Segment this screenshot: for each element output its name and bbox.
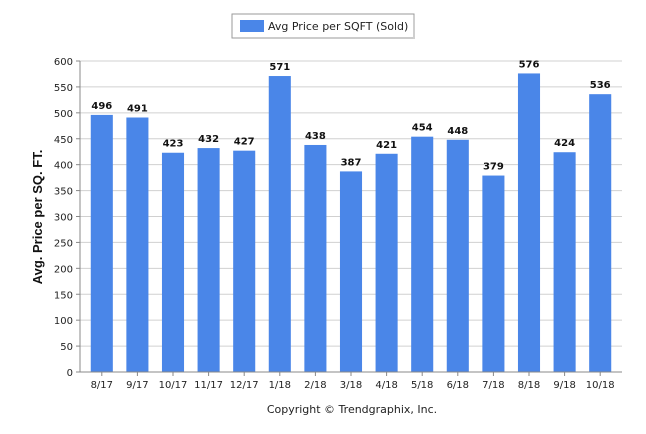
bar: [161, 152, 185, 372]
y-tick-label: 250: [54, 238, 73, 249]
bar: [304, 144, 327, 372]
y-tick-label: 500: [54, 109, 73, 120]
x-tick-label: 7/18: [482, 380, 504, 391]
x-tick-label: 11/17: [194, 380, 223, 391]
legend: Avg Price per SQFT (Sold): [231, 13, 415, 39]
y-tick-label: 350: [54, 187, 73, 198]
bar: [90, 114, 113, 372]
y-axis-title: Avg. Price per SQ. FT.: [30, 150, 45, 285]
y-tick-label: 450: [54, 135, 73, 146]
legend-label: Avg Price per SQFT (Sold): [268, 20, 408, 33]
y-tick-label: 50: [60, 342, 73, 353]
data-label: 387: [341, 157, 362, 168]
x-tick-label: 8/18: [518, 380, 540, 391]
y-tick-label: 100: [54, 316, 73, 327]
y-tick-label: 400: [54, 161, 73, 172]
bar: [339, 171, 363, 372]
x-tick-label: 9/17: [126, 380, 148, 391]
y-tick-label: 200: [54, 264, 73, 275]
data-label: 438: [305, 131, 326, 142]
x-tick-label: 4/18: [375, 380, 397, 391]
x-tick-label: 12/17: [230, 380, 259, 391]
x-tick-label: 1/18: [269, 380, 291, 391]
bar: [482, 175, 505, 372]
data-label: 379: [483, 162, 504, 173]
data-label: 536: [590, 80, 611, 91]
data-labels: 496 491 423 432 427 571 438 387 421 454 448 379 576 4…: [91, 59, 610, 172]
bar: [446, 139, 469, 372]
bar: [268, 76, 291, 372]
y-tick-label: 0: [67, 368, 73, 379]
x-tick-label: 3/18: [340, 380, 362, 391]
x-tick-label: 9/18: [553, 380, 575, 391]
data-label: 424: [554, 138, 575, 149]
data-label: 491: [127, 103, 148, 114]
y-tick-label: 550: [54, 83, 73, 94]
data-label: 576: [519, 59, 540, 70]
bar: [375, 153, 398, 372]
data-label: 432: [198, 134, 219, 145]
bar: [411, 136, 434, 372]
y-tick-label: 300: [54, 213, 73, 224]
data-label: 454: [412, 123, 433, 134]
bar: [233, 150, 256, 372]
x-tick-label: 6/18: [447, 380, 469, 391]
data-label: 496: [91, 101, 112, 112]
x-axis-ticks: 8/17 9/17 10/17 11/17 12/17 1/18 2/18 3/18 4/18 5…: [91, 372, 615, 391]
x-tick-label: 5/18: [411, 380, 433, 391]
y-axis-ticks: 0 50 100 150 200 250 300 350 400 450 500 550 600: [54, 57, 80, 379]
bar: [553, 152, 576, 372]
y-tick-label: 150: [54, 290, 73, 301]
bar: [589, 94, 612, 372]
data-label: 448: [447, 126, 468, 137]
bar: [126, 117, 149, 372]
x-tick-label: 2/18: [304, 380, 326, 391]
legend-swatch: [240, 20, 264, 32]
data-label: 423: [163, 139, 184, 150]
x-tick-label: 8/17: [91, 380, 113, 391]
copyright-text: Copyright © Trendgraphix, Inc.: [267, 403, 437, 416]
data-label: 571: [269, 62, 290, 73]
bar: [517, 73, 541, 372]
bar: [197, 148, 220, 372]
data-label: 427: [234, 137, 255, 148]
y-tick-label: 600: [54, 57, 73, 68]
data-label: 421: [376, 140, 397, 151]
bars: [90, 73, 612, 372]
x-tick-label: 10/17: [159, 380, 188, 391]
x-tick-label: 10/18: [586, 380, 615, 391]
